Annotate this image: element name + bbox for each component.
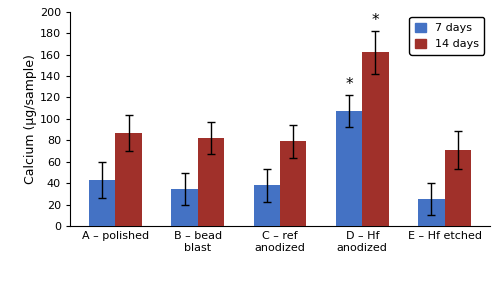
Legend: 7 days, 14 days: 7 days, 14 days [410,17,484,55]
Bar [362,52,388,226]
Bar [89,180,116,226]
Bar [280,142,306,226]
Bar [172,189,198,226]
Text: *: * [346,77,353,92]
Bar [254,185,280,226]
Text: *: * [372,13,380,28]
Bar [444,150,471,226]
Bar [198,138,224,226]
Bar [418,200,444,226]
Y-axis label: Calcium (µg/sample): Calcium (µg/sample) [24,54,37,184]
Bar [336,111,362,226]
Bar [116,133,142,226]
